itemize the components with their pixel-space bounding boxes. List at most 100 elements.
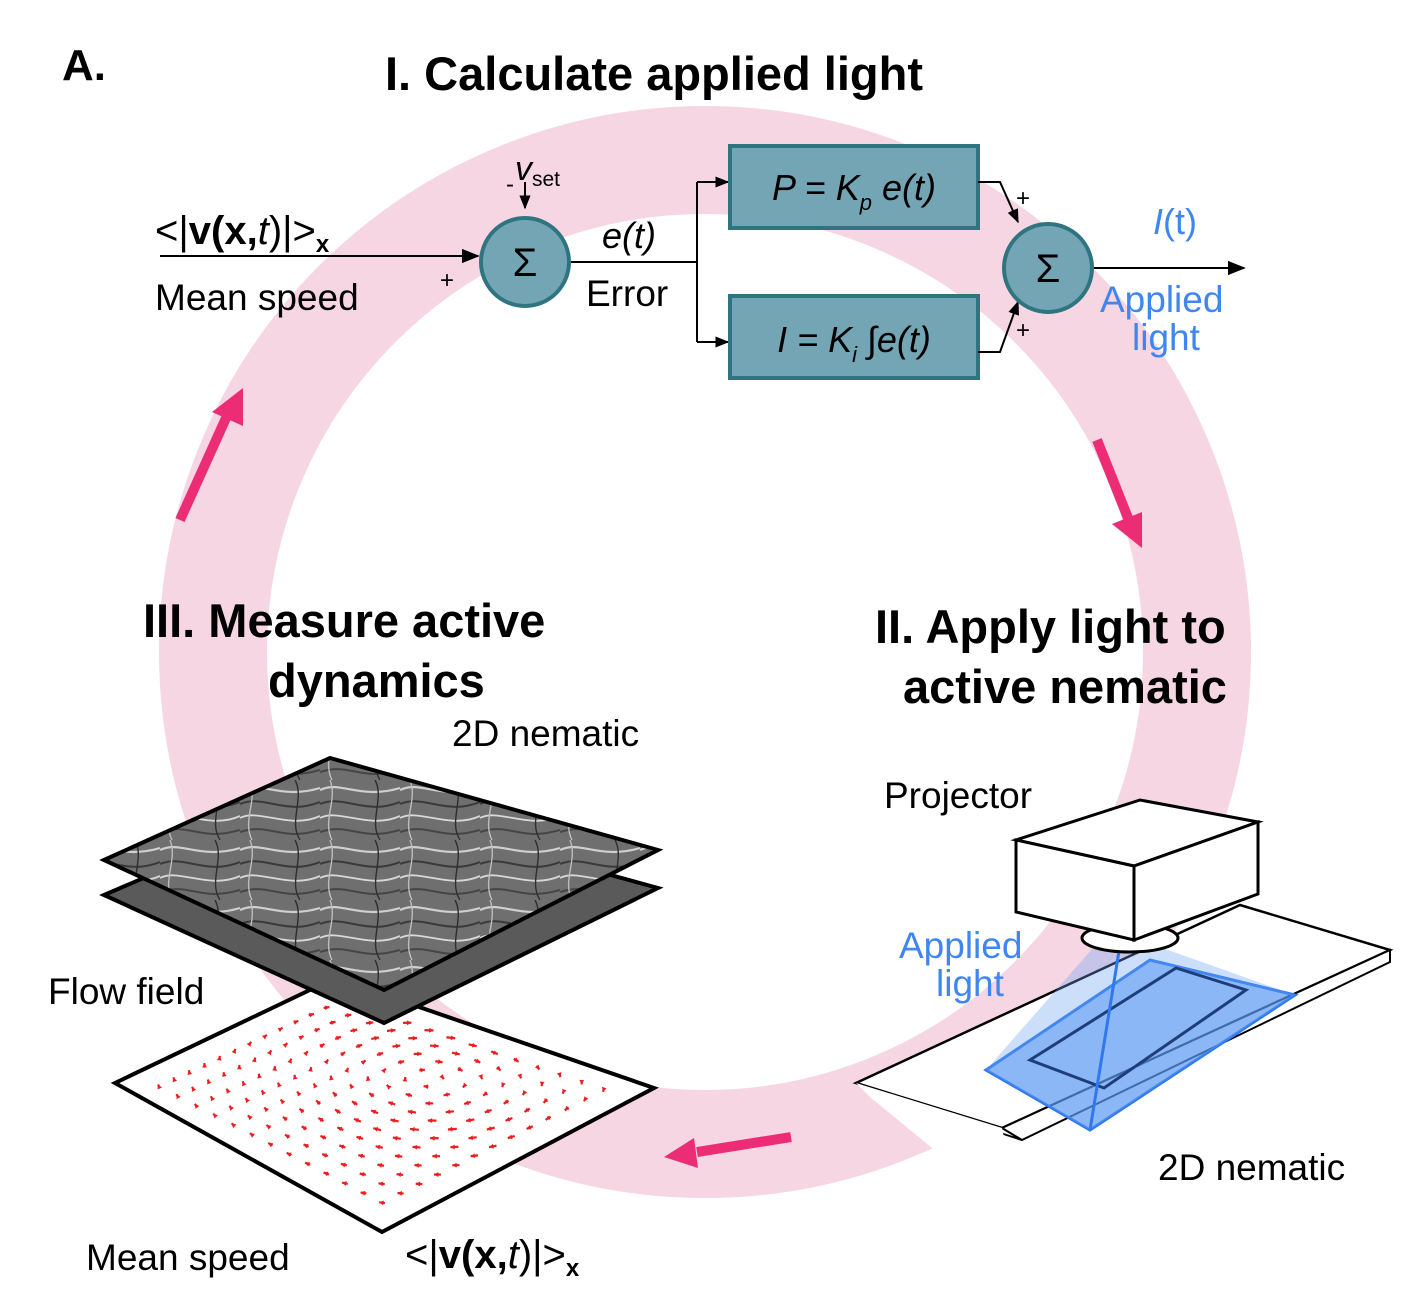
step3-title-line2: dynamics (268, 654, 485, 707)
flow-vector-head (368, 1020, 374, 1026)
flow-vector-head (319, 1043, 325, 1049)
flow-vector-head (261, 1090, 267, 1096)
flow-vector-head (251, 1057, 257, 1063)
flow-vector-head (468, 1135, 474, 1141)
flow-vector-head (478, 1074, 483, 1080)
flow-vector-head (216, 1055, 222, 1061)
flow-vector-head (280, 1099, 286, 1105)
output-speed-label: Mean speed (86, 1237, 290, 1278)
flow-vector-head (354, 1118, 360, 1123)
output-expression: I(t) (1153, 201, 1197, 242)
flow-vector-head (501, 1082, 506, 1088)
flow-vector-head (359, 1172, 365, 1177)
flow-vector-head (394, 1153, 400, 1159)
projector-icon (1010, 798, 1264, 954)
flow-vector-head (415, 1181, 421, 1187)
flow-vector-head (464, 1100, 470, 1105)
flow-vector-head (356, 1135, 362, 1141)
flow-vector-head (539, 1081, 545, 1087)
flow-vector-head (172, 1077, 178, 1083)
flow-vector-head (308, 1067, 313, 1072)
flow-vector-head (505, 1116, 511, 1122)
setpoint-symbol: vset (515, 150, 560, 191)
flow-vector-head (247, 1115, 253, 1121)
flow-vector-head (286, 1152, 292, 1157)
flow-vector-head (261, 1034, 267, 1040)
flow-vector-head (378, 1051, 384, 1057)
flow-vector-head (471, 1042, 477, 1048)
sample-label: 2D nematic (1158, 1147, 1345, 1188)
flow-vector-head (545, 1115, 551, 1120)
cycle-ring (159, 106, 1251, 1198)
integral-block: I = Ki ∫e(t) (728, 294, 980, 380)
output-label-line2: light (1132, 317, 1201, 358)
flow-vector-head (342, 1181, 347, 1186)
flow-vector-head (434, 1043, 439, 1049)
flow-vector-head (322, 1153, 328, 1158)
flow-vector-head (454, 1051, 460, 1056)
flow-vector-head (335, 1036, 341, 1041)
flow-vector-head (187, 1070, 193, 1075)
flow-vector-head (522, 1090, 528, 1096)
flow-vector-head (246, 1041, 252, 1047)
flow-vector-head (272, 1066, 278, 1071)
flow-field-label: Flow field (48, 971, 204, 1012)
flow-vector-head (323, 1171, 329, 1177)
flow-vector-head (437, 1059, 443, 1065)
flow-vector-head (513, 1057, 519, 1062)
flow-vector-head (337, 1126, 343, 1132)
input-speed-label: Mean speed (155, 277, 359, 318)
flow-vector-head (351, 1101, 357, 1106)
cycle-arrow-icon (1092, 438, 1142, 548)
flow-vector-head (297, 1091, 302, 1097)
proportional-block: P = Kp e(t) (728, 144, 980, 230)
flow-vector-head (579, 1079, 585, 1085)
flow-vector-head (346, 1012, 352, 1018)
summing-junction-icon: Σ (479, 216, 571, 308)
input-speed-expression: <|v(x,t)|>x (155, 209, 330, 258)
flow-vector-head (432, 1153, 437, 1159)
flow-vector-head (323, 1059, 329, 1065)
flow-vector-head (264, 1107, 270, 1113)
flow-vector-head (358, 1153, 364, 1159)
step1-title: I. Calculate applied light (385, 47, 923, 100)
flow-vector-head (305, 1162, 310, 1167)
nematic-image-stack (99, 755, 664, 1026)
flow-vector-head (534, 1064, 540, 1070)
flow-vector-head (425, 1100, 430, 1106)
flow-vector-head (402, 1076, 408, 1082)
flow-vector-head (284, 1134, 290, 1139)
flow-vector-head (486, 1126, 492, 1131)
flow-vector-head (562, 1088, 567, 1094)
flow-vector-head (483, 1091, 489, 1096)
flow-vector-head (282, 1043, 288, 1048)
flow-vector-head (390, 1118, 396, 1123)
flow-vector-head (375, 1144, 381, 1150)
flow-vector-head (524, 1107, 530, 1112)
flow-vector-head (266, 1125, 272, 1130)
flow-vector-head (429, 1027, 434, 1033)
flow-vector-head (277, 1082, 282, 1088)
output-speed-expression: <|v(x,t)|>x (405, 1233, 580, 1282)
flow-vector-head (379, 1200, 384, 1206)
flow-vector-head (293, 1020, 299, 1025)
flow-vector-head (405, 1092, 411, 1098)
flow-vector-head (412, 1035, 418, 1041)
flow-vector-head (202, 1063, 207, 1068)
flow-vector-head (266, 1050, 272, 1056)
flow-vector-head (601, 1086, 607, 1092)
flow-vector-head (462, 1082, 468, 1088)
flow-vector-head (433, 1172, 439, 1177)
flow-vector-head (236, 1064, 242, 1070)
flow-vector-head (249, 1133, 255, 1138)
flow-vector-head (399, 1059, 405, 1065)
flow-vector-head (564, 1105, 570, 1111)
flow-vector-head (396, 1172, 402, 1178)
step3-title-line1: III. Measure active (143, 594, 545, 647)
flow-vector-head (176, 1094, 181, 1100)
flow-vector-head (414, 1163, 419, 1168)
flow-vector-head (556, 1072, 562, 1078)
flow-vector-head (316, 1100, 321, 1106)
panel-label: A. (62, 41, 106, 90)
flow-vector-head (318, 1117, 324, 1123)
